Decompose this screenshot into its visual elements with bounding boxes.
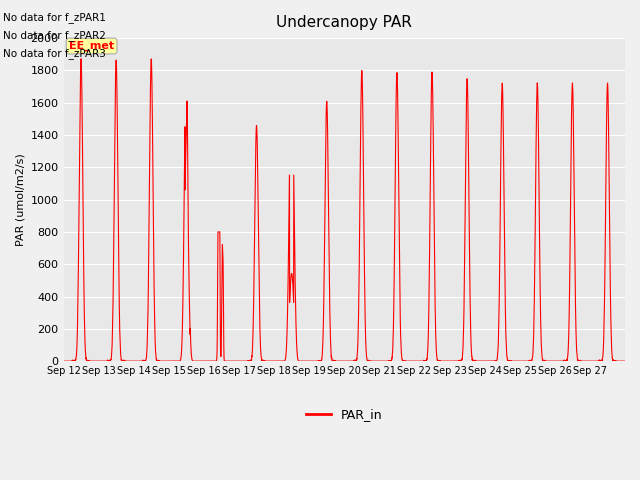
Text: No data for f_zPAR1: No data for f_zPAR1 xyxy=(3,12,106,23)
Text: No data for f_zPAR2: No data for f_zPAR2 xyxy=(3,30,106,41)
Y-axis label: PAR (umol/m2/s): PAR (umol/m2/s) xyxy=(15,153,25,246)
Text: EE_met: EE_met xyxy=(69,41,114,51)
Text: No data for f_zPAR3: No data for f_zPAR3 xyxy=(3,48,106,60)
Title: Undercanopy PAR: Undercanopy PAR xyxy=(276,15,412,30)
Legend: PAR_in: PAR_in xyxy=(301,403,388,426)
